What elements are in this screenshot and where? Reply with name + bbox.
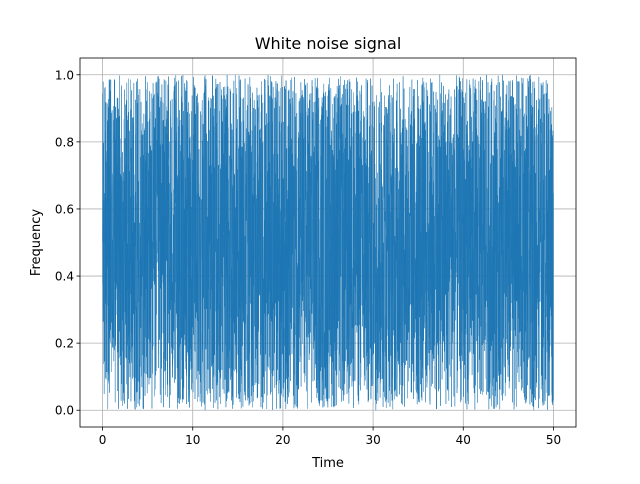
y-tick-label: 0.6 xyxy=(55,202,74,216)
y-tick-label: 0.0 xyxy=(55,404,74,418)
x-tick-label: 40 xyxy=(456,433,471,447)
y-tick-label: 0.8 xyxy=(55,135,74,149)
x-tick-label: 10 xyxy=(185,433,200,447)
signal-line xyxy=(102,74,554,411)
y-tick-label: 0.4 xyxy=(55,270,74,284)
chart-title: White noise signal xyxy=(255,34,402,53)
x-tick-label: 20 xyxy=(275,433,290,447)
x-tick-label: 30 xyxy=(365,433,380,447)
x-axis-ticks: 0 10 20 30 40 50 xyxy=(99,427,561,447)
plot-frame xyxy=(79,57,577,428)
y-axis-ticks: 0.0 0.2 0.4 0.6 0.8 1.0 xyxy=(55,68,80,418)
x-axis-label: Time xyxy=(311,456,344,471)
x-tick-label: 0 xyxy=(99,433,107,447)
y-tick-label: 1.0 xyxy=(55,68,74,82)
y-axis-label: Frequency xyxy=(29,209,44,276)
y-tick-label: 0.2 xyxy=(55,337,74,351)
x-tick-label: 50 xyxy=(546,433,561,447)
